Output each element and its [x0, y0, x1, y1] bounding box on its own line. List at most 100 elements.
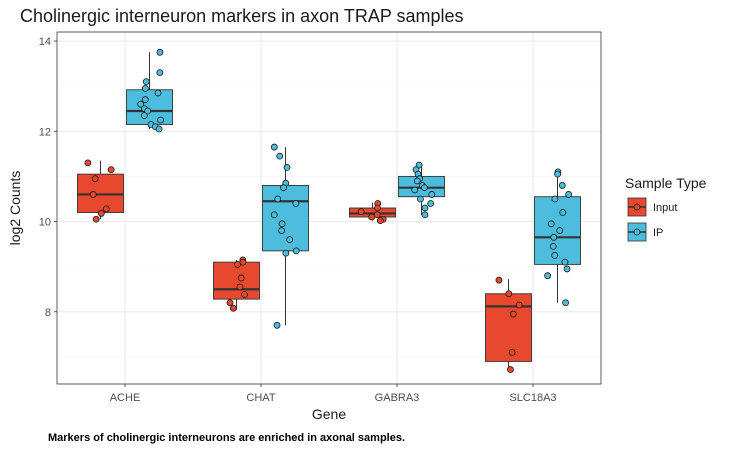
data-point [270, 143, 278, 151]
data-point [292, 200, 300, 207]
data-point [282, 249, 290, 257]
data-point [565, 191, 573, 198]
data-point [515, 301, 523, 309]
legend: Sample Type Input IP [625, 175, 707, 242]
data-point [154, 89, 162, 97]
y-tick-label: 8 [45, 307, 51, 319]
data-point [417, 195, 424, 203]
legend-label: IP [653, 227, 663, 239]
y-axis: 8 10 12 14 [39, 36, 57, 319]
data-point [91, 175, 99, 183]
data-point [107, 166, 115, 174]
data-point [505, 290, 513, 298]
x-tick-label: ACHE [110, 392, 141, 404]
data-point [234, 261, 241, 268]
data-point [368, 213, 376, 221]
y-axis-title: log2 Counts [7, 171, 23, 246]
data-point [547, 220, 555, 228]
data-point [137, 100, 145, 108]
x-tick-label: CHAT [246, 392, 275, 404]
data-point [278, 227, 285, 234]
grid [57, 32, 601, 384]
data-point [357, 208, 365, 216]
data-point [141, 96, 149, 104]
panel-border [56, 31, 602, 385]
plot-panel [56, 31, 602, 385]
y-tick-label: 12 [39, 126, 51, 138]
data-point [141, 85, 149, 92]
data-point [549, 242, 557, 250]
data-point [237, 274, 245, 282]
data-point [286, 236, 294, 243]
box-body [485, 293, 532, 362]
legend-item-input: Input [627, 197, 677, 217]
x-axis: ACHE CHAT GABRA3 SLC18A3 [110, 384, 557, 404]
legend-item-ip: IP [627, 222, 663, 242]
data-point [558, 182, 566, 189]
data-point [156, 69, 164, 77]
data-point [376, 217, 384, 225]
legend-title: Sample Type [625, 175, 707, 191]
data-point [420, 184, 428, 192]
y-tick-label: 14 [39, 36, 51, 48]
data-point [421, 204, 429, 212]
data-point [144, 107, 152, 115]
data-point [550, 233, 558, 241]
box-input-ache [77, 160, 124, 220]
data-point [415, 161, 423, 169]
box-ip-slc18a3 [534, 171, 581, 303]
data-point [97, 210, 105, 217]
data-point [556, 227, 564, 234]
box-body [126, 89, 173, 125]
data-point [507, 366, 514, 373]
caption: Markers of cholinergic interneurons are … [48, 432, 405, 444]
data-point [495, 276, 503, 284]
data-point [283, 163, 291, 171]
box-input-chat [213, 259, 260, 310]
box-body [534, 196, 581, 265]
data-point [89, 191, 97, 198]
points [84, 48, 573, 373]
box-body [262, 184, 309, 252]
data-point [140, 112, 148, 119]
box-body [77, 173, 124, 213]
x-tick-label: GABRA3 [375, 392, 420, 404]
x-axis-title: Gene [312, 406, 346, 422]
legend-label: Input [653, 202, 677, 214]
data-point [270, 211, 278, 219]
chart-title: Cholinergic interneuron markers in axon … [20, 6, 464, 26]
boxes [77, 52, 581, 371]
data-point [156, 48, 164, 56]
data-point [563, 265, 571, 273]
data-point [84, 159, 92, 167]
data-point [280, 184, 287, 192]
box-ip-ache [126, 52, 173, 130]
data-point [413, 177, 421, 185]
data-point [236, 283, 244, 291]
data-point [427, 200, 435, 207]
box-body [213, 261, 260, 300]
data-point [142, 78, 150, 86]
data-point [562, 299, 569, 307]
data-point [554, 170, 562, 178]
data-point [276, 152, 284, 160]
legend-key-point [633, 228, 641, 236]
data-point [551, 195, 559, 203]
data-point [278, 220, 286, 228]
data-point [374, 204, 381, 212]
data-point [229, 304, 237, 312]
data-point [92, 215, 100, 223]
data-point [561, 258, 569, 266]
data-point [241, 291, 248, 299]
data-point [274, 195, 282, 203]
data-point [273, 321, 281, 329]
data-point [226, 299, 234, 307]
data-point [428, 191, 436, 198]
data-point [551, 251, 559, 259]
y-tick-label: 10 [39, 217, 51, 229]
box-ip-chat [262, 147, 309, 326]
data-point [102, 205, 110, 213]
data-point [155, 125, 163, 133]
data-point [509, 310, 517, 318]
